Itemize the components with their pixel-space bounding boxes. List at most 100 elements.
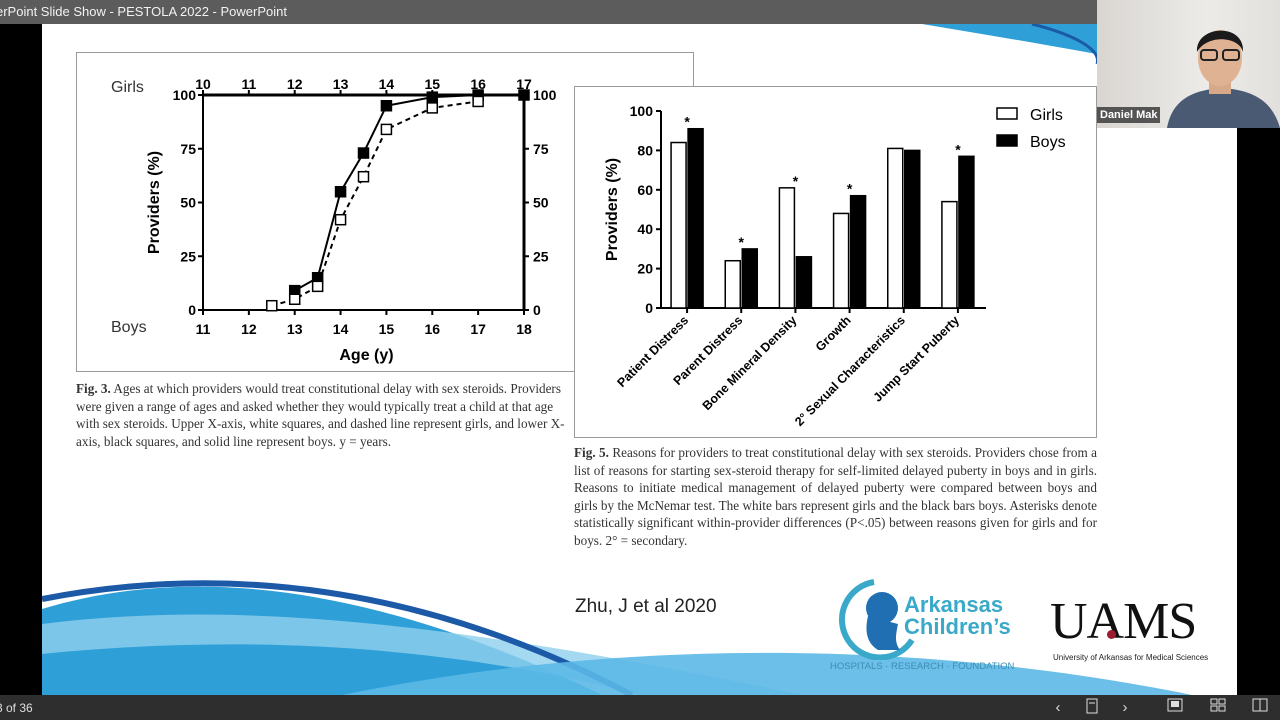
y-right-tick-label: 75 bbox=[533, 141, 549, 157]
x-bottom-tick-label: 11 bbox=[196, 321, 211, 337]
significance-marker: * bbox=[793, 173, 799, 189]
data-point-girls bbox=[266, 299, 278, 312]
bar-boys bbox=[795, 256, 813, 309]
figure-5: 0 20 40 60 80 100 Providers (%) Patient Distres… bbox=[574, 86, 1097, 438]
x-top-tick-label: 13 bbox=[333, 76, 349, 92]
figure-5-caption-text: Reasons for providers to treat constitut… bbox=[574, 445, 1097, 548]
y-tick-label: 50 bbox=[180, 195, 196, 211]
participant-avatar bbox=[1167, 30, 1280, 128]
figure-3-caption-text: Ages at which providers would treat cons… bbox=[76, 381, 565, 449]
chevron-right-icon[interactable]: › bbox=[1122, 699, 1128, 716]
y-tick-label: 0 bbox=[645, 300, 653, 316]
childrens-text: Children’s bbox=[904, 614, 1011, 639]
x-top-tick-label: 11 bbox=[241, 76, 256, 92]
data-point-boys bbox=[334, 186, 347, 198]
chevron-left-icon[interactable]: ‹ bbox=[1055, 699, 1061, 716]
x-tick-label: Bone Mineral Density bbox=[700, 313, 800, 413]
data-point-girls bbox=[288, 293, 301, 305]
y-right-tick-label: 50 bbox=[533, 195, 549, 211]
x-bottom-tick-label: 16 bbox=[424, 321, 440, 337]
x-axis-label: Age (y) bbox=[339, 347, 393, 364]
x-bottom-tick-label: 17 bbox=[470, 321, 486, 337]
line-chart: 0 0 25 25 50 50 75 75 100 100 11 12 13 14 15 16 17 18 10 11… bbox=[111, 76, 557, 364]
y-tick-label: 75 bbox=[180, 141, 196, 157]
reading-view-icon[interactable] bbox=[1250, 698, 1270, 718]
bar-boys bbox=[849, 194, 867, 309]
bottom-wave-right bbox=[342, 652, 1192, 695]
arkansas-tagline: HOSPITALS · RESEARCH · FOUNDATION bbox=[830, 661, 1015, 672]
citation: Zhu, J et al 2020 bbox=[575, 596, 717, 617]
x-bottom-tick-label: 18 bbox=[516, 321, 532, 337]
arkansas-childrens-logo: Arkansas Children’s HOSPITALS · RESEARCH… bbox=[830, 578, 1030, 674]
child-silhouette-icon bbox=[839, 579, 915, 660]
data-point-boys bbox=[357, 147, 370, 159]
x-bottom-tick-label: 13 bbox=[287, 321, 303, 337]
figure-5-caption-label: Fig. 5. bbox=[574, 445, 609, 460]
significance-marker: * bbox=[739, 234, 745, 250]
x-top-tick-label: 15 bbox=[424, 76, 440, 92]
participant-name: Daniel Mak bbox=[1097, 107, 1161, 123]
right-margin bbox=[1237, 128, 1280, 695]
significance-marker: * bbox=[684, 114, 690, 130]
y-right-tick-label: 100 bbox=[533, 87, 557, 103]
grid-icon[interactable] bbox=[1208, 698, 1228, 718]
legend-label-boys: Boys bbox=[1030, 134, 1066, 151]
figure-3-caption-label: Fig. 3. bbox=[76, 381, 111, 396]
legend-label-girls: Girls bbox=[1030, 107, 1063, 124]
significance-marker: * bbox=[955, 141, 961, 157]
x-top-tick-label: 16 bbox=[470, 76, 486, 92]
significance-marker: * bbox=[847, 181, 853, 197]
series-line-girls bbox=[271, 100, 479, 307]
data-point-girls bbox=[311, 280, 324, 293]
data-point-girls bbox=[472, 95, 484, 108]
window-title-bar: erPoint Slide Show - PESTOLA 2022 - Powe… bbox=[0, 0, 1097, 24]
uams-logo: UAMS University of Arkansas for Medical … bbox=[1050, 596, 1225, 666]
y-tick-label: 40 bbox=[637, 221, 653, 237]
legend-swatch-boys bbox=[996, 134, 1018, 147]
data-point-boys bbox=[518, 89, 530, 101]
x-top-tick-label: 12 bbox=[287, 76, 303, 92]
arkansas-text: Arkansas bbox=[904, 592, 1004, 617]
bar-girls bbox=[941, 200, 958, 309]
bottom-axis-label: Boys bbox=[111, 319, 147, 336]
y-tick-label: 100 bbox=[173, 87, 197, 103]
bar-boys bbox=[904, 149, 921, 309]
window-title: erPoint Slide Show - PESTOLA 2022 - Powe… bbox=[0, 4, 287, 19]
y-tick-label: 60 bbox=[637, 182, 653, 198]
slide-icon[interactable] bbox=[1082, 698, 1102, 718]
data-point-girls bbox=[426, 102, 439, 114]
y-tick-label: 80 bbox=[637, 142, 653, 158]
figure-5-caption: Fig. 5. Reasons for providers to treat c… bbox=[574, 444, 1097, 549]
bar-girls bbox=[887, 147, 904, 309]
x-bottom-tick-label: 14 bbox=[333, 321, 349, 337]
x-tick-label: 2° Sexual Characteristics bbox=[792, 313, 908, 429]
bar-girls bbox=[832, 212, 850, 309]
bar-boys bbox=[958, 155, 975, 309]
x-bottom-tick-label: 15 bbox=[379, 321, 395, 337]
y-right-tick-label: 25 bbox=[533, 248, 549, 264]
bar-girls bbox=[670, 141, 687, 309]
y-axis-label: Providers (%) bbox=[146, 151, 163, 254]
normal-view-icon[interactable] bbox=[1165, 698, 1185, 718]
plot-frame bbox=[202, 94, 525, 311]
y-right-tick-label: 0 bbox=[533, 302, 541, 318]
data-point-boys bbox=[426, 91, 439, 103]
bar-girls bbox=[778, 187, 796, 309]
y-axis-label: Providers (%) bbox=[604, 158, 621, 261]
y-tick-label: 25 bbox=[180, 248, 196, 264]
uams-text: UAMS bbox=[1050, 593, 1197, 650]
bottom-wave-line bbox=[42, 580, 634, 695]
slideshow-toolbar: 3 of 36 ‹ › bbox=[0, 695, 1280, 720]
x-top-tick-label: 17 bbox=[516, 76, 532, 92]
data-point-girls bbox=[334, 213, 347, 226]
slide-counter: 3 of 36 bbox=[0, 701, 33, 715]
legend-swatch-girls bbox=[996, 107, 1018, 120]
uams-dot bbox=[1107, 630, 1116, 639]
x-top-tick-label: 14 bbox=[379, 76, 395, 92]
data-point-girls bbox=[357, 170, 370, 183]
x-top-tick-label: 10 bbox=[195, 76, 211, 92]
x-bottom-tick-label: 12 bbox=[241, 321, 257, 337]
bar-girls bbox=[724, 259, 741, 309]
bar-boys bbox=[687, 127, 704, 309]
y-tick-label: 20 bbox=[637, 261, 653, 277]
